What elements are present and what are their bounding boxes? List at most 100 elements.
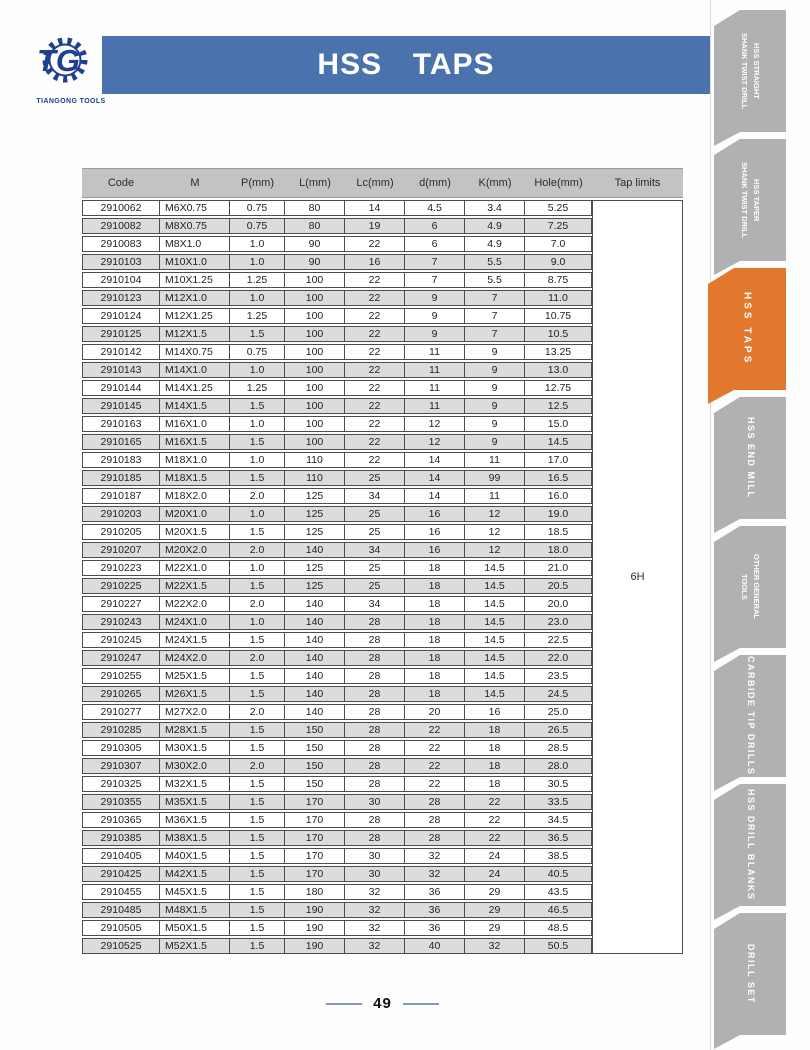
cell-kmm: 9	[465, 398, 525, 414]
cell-lcmm: 16	[345, 254, 405, 270]
tab-hss-end-mill[interactable]: HSS END MILL	[714, 397, 786, 533]
tab-hss-taps[interactable]: HSS TAPS	[708, 268, 786, 404]
cell-dmm: 36	[405, 902, 465, 918]
cell-kmm: 9	[465, 362, 525, 378]
cell-code: 2910223	[82, 560, 160, 576]
tab-inner: OTHER GENERAL TOOLS	[714, 526, 786, 648]
cell-code: 2910187	[82, 488, 160, 504]
cell-holemm: 12.5	[525, 398, 592, 414]
cell-m: M27X2.0	[160, 704, 230, 720]
cell-lmm: 100	[285, 398, 345, 414]
cell-pmm: 1.25	[230, 380, 285, 396]
table-row: 2910144 M14X1.25 1.25 100 22 11 9 12.75	[82, 380, 683, 396]
cell-lmm: 125	[285, 578, 345, 594]
cell-code: 2910165	[82, 434, 160, 450]
cell-m: M25X1.5	[160, 668, 230, 684]
cell-kmm: 14.5	[465, 596, 525, 612]
cell-lcmm: 22	[345, 452, 405, 468]
tab-hss-straight-shank-twist-drill[interactable]: HSS STRAIGHT SHANK TWIST DRILL	[714, 10, 786, 146]
cell-pmm: 2.0	[230, 542, 285, 558]
cell-kmm: 24	[465, 866, 525, 882]
cell-pmm: 1.0	[230, 560, 285, 576]
table-row: 2910203 M20X1.0 1.0 125 25 16 12 19.0	[82, 506, 683, 522]
cell-lcmm: 22	[345, 380, 405, 396]
cell-lcmm: 25	[345, 560, 405, 576]
cell-pmm: 1.5	[230, 866, 285, 882]
tab-hss-drill-blanks[interactable]: HSS DRILL BLANKS	[714, 784, 786, 920]
cell-kmm: 18	[465, 776, 525, 792]
cell-dmm: 22	[405, 722, 465, 738]
cell-dmm: 6	[405, 236, 465, 252]
cell-kmm: 18	[465, 740, 525, 756]
table-row: 2910455 M45X1.5 1.5 180 32 36 29 43.5	[82, 884, 683, 900]
cell-dmm: 18	[405, 578, 465, 594]
cell-lcmm: 28	[345, 740, 405, 756]
cell-lmm: 100	[285, 308, 345, 324]
cell-kmm: 12	[465, 506, 525, 522]
cell-pmm: 1.5	[230, 812, 285, 828]
cell-holemm: 19.0	[525, 506, 592, 522]
cell-code: 2910142	[82, 344, 160, 360]
cell-pmm: 1.5	[230, 776, 285, 792]
cell-holemm: 33.5	[525, 794, 592, 810]
cell-kmm: 22	[465, 830, 525, 846]
cell-dmm: 11	[405, 344, 465, 360]
specs-table-wrap: Code M P(mm) L(mm) Lc(mm) d(mm) K(mm) Hole(mm) T…	[82, 166, 683, 956]
table-row: 2910247 M24X2.0 2.0 140 28 18 14.5 22.0	[82, 650, 683, 666]
tab-label: OTHER GENERAL TOOLS	[740, 554, 761, 620]
table-row: 2910124 M12X1.25 1.25 100 22 9 7 10.75	[82, 308, 683, 324]
column-header: K(mm)	[465, 168, 525, 198]
tab-label: CARBIDE TIP DRILLS	[745, 656, 756, 776]
cell-lmm: 180	[285, 884, 345, 900]
cell-holemm: 28.0	[525, 758, 592, 774]
cell-code: 2910124	[82, 308, 160, 324]
table-row: 2910505 M50X1.5 1.5 190 32 36 29 48.5	[82, 920, 683, 936]
cell-lmm: 150	[285, 776, 345, 792]
tab-drill-set[interactable]: DRILL SET	[714, 913, 786, 1049]
cell-dmm: 22	[405, 740, 465, 756]
tap-limits-value: 6H	[592, 200, 683, 954]
table-row: 2910325 M32X1.5 1.5 150 28 22 18 30.5	[82, 776, 683, 792]
cell-code: 2910143	[82, 362, 160, 378]
cell-lmm: 100	[285, 344, 345, 360]
cell-pmm: 1.25	[230, 308, 285, 324]
cell-kmm: 12	[465, 542, 525, 558]
cell-holemm: 38.5	[525, 848, 592, 864]
cell-dmm: 14	[405, 470, 465, 486]
cell-code: 2910305	[82, 740, 160, 756]
cell-code: 2910365	[82, 812, 160, 828]
tab-other-general-tools[interactable]: OTHER GENERAL TOOLS	[714, 526, 786, 662]
cell-pmm: 1.5	[230, 938, 285, 954]
cell-kmm: 11	[465, 488, 525, 504]
column-header: d(mm)	[405, 168, 465, 198]
company-logo: TG TIANGONG TOOLS	[28, 34, 114, 105]
cell-m: M20X2.0	[160, 542, 230, 558]
cell-lmm: 140	[285, 632, 345, 648]
cell-dmm: 9	[405, 326, 465, 342]
cell-kmm: 32	[465, 938, 525, 954]
cell-holemm: 46.5	[525, 902, 592, 918]
cell-holemm: 48.5	[525, 920, 592, 936]
cell-holemm: 40.5	[525, 866, 592, 882]
cell-lmm: 190	[285, 920, 345, 936]
cell-code: 2910247	[82, 650, 160, 666]
cell-m: M50X1.5	[160, 920, 230, 936]
table-header-row: Code M P(mm) L(mm) Lc(mm) d(mm) K(mm) Hole(mm) T…	[82, 168, 683, 198]
cell-lmm: 125	[285, 524, 345, 540]
cell-dmm: 16	[405, 524, 465, 540]
cell-pmm: 1.5	[230, 578, 285, 594]
cell-lcmm: 25	[345, 470, 405, 486]
tab-carbide-tip-drills[interactable]: CARBIDE TIP DRILLS	[714, 655, 786, 791]
table-row: 2910265 M26X1.5 1.5 140 28 18 14.5 24.5	[82, 686, 683, 702]
cell-m: M30X1.5	[160, 740, 230, 756]
table-row: 2910225 M22X1.5 1.5 125 25 18 14.5 20.5	[82, 578, 683, 594]
page-number: 49	[373, 995, 392, 1012]
cell-code: 2910082	[82, 218, 160, 234]
cell-dmm: 11	[405, 362, 465, 378]
cell-m: M30X2.0	[160, 758, 230, 774]
cell-holemm: 28.5	[525, 740, 592, 756]
cell-pmm: 2.0	[230, 704, 285, 720]
tab-hss-taper-shank-twist-drill[interactable]: HSS TAPER SHANK TWIST DRILL	[714, 139, 786, 275]
tab-label: HSS TAPS	[741, 292, 753, 366]
